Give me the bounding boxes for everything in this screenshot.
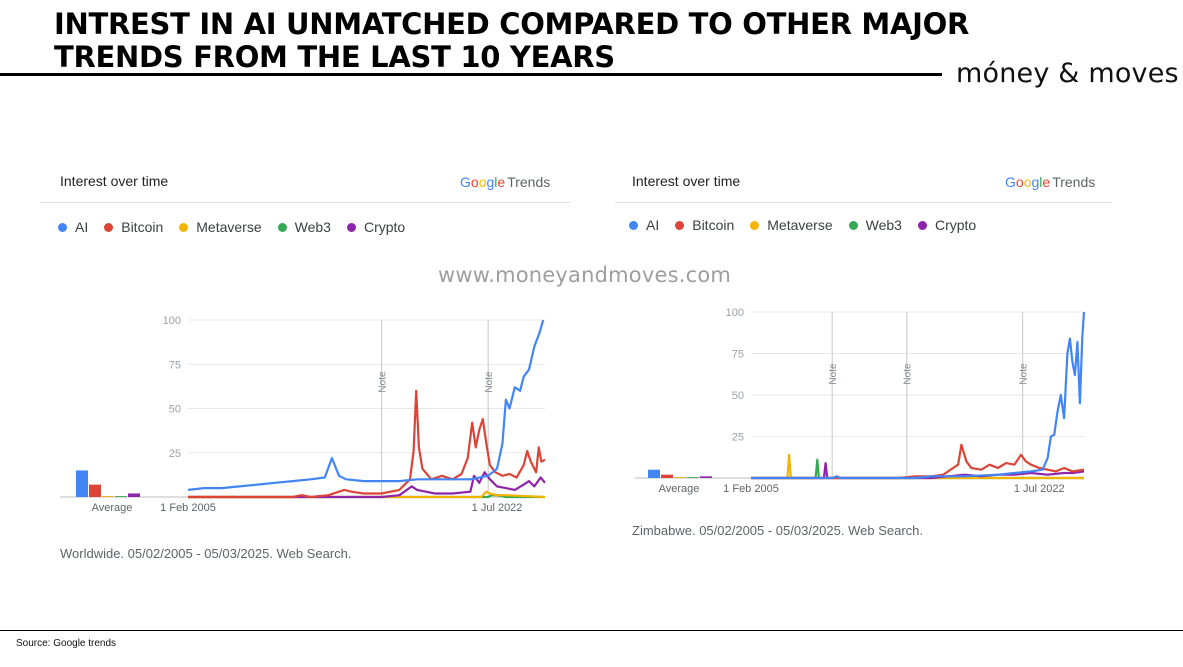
google-trends-logo: Google Trends [460, 174, 551, 190]
panel-title: Interest over time [632, 173, 741, 189]
note-label[interactable]: Note [828, 363, 839, 385]
region-caption: Zimbabwe. 05/02/2005 - 05/03/2025. Web S… [632, 523, 924, 538]
average-bar-crypto[interactable] [700, 476, 712, 478]
x-tick-label: 1 Jul 2022 [472, 502, 523, 514]
legend-item-metaverse[interactable]: Metaverse [179, 219, 262, 235]
average-bar-ai[interactable] [648, 469, 660, 478]
legend-label: Crypto [363, 219, 406, 235]
panel-header: Interest over time Google Trends [615, 158, 1112, 203]
series-line-ai[interactable] [751, 311, 1086, 480]
note-label[interactable]: Note [378, 371, 389, 393]
average-label: Average [659, 483, 700, 495]
legend-label: Web3 [294, 219, 331, 235]
legend-swatch [750, 220, 760, 230]
legend-label: Crypto [934, 217, 977, 233]
average-bar-web3[interactable] [687, 477, 699, 478]
legend-item-bitcoin[interactable]: Bitcoin [104, 219, 163, 235]
title-divider [0, 73, 942, 76]
legend-item-web3[interactable]: Web3 [848, 217, 902, 233]
note-label[interactable]: Note [484, 371, 495, 393]
average-bar-metaverse[interactable] [674, 477, 686, 478]
y-tick-label: 75 [732, 349, 744, 361]
note-label[interactable]: Note [903, 363, 914, 385]
average-bar-crypto[interactable] [128, 493, 140, 497]
legend-label: Metaverse [196, 219, 262, 235]
series-line-bitcoin[interactable] [751, 443, 1085, 480]
panel-header: Interest over time Google Trends [40, 158, 570, 203]
y-tick-label: 50 [169, 404, 181, 416]
y-tick-label: 25 [732, 432, 744, 444]
watermark: www.moneyandmoves.com [438, 263, 732, 287]
region-caption: Worldwide. 05/02/2005 - 05/03/2025. Web … [60, 546, 352, 561]
chart-worldwide: 25 50 75 100 Note Note 1 Feb 2005 1 Jul 2022 Ave… [60, 315, 546, 514]
average-label: Average [92, 502, 133, 514]
legend-swatch [277, 222, 287, 232]
legend-item-ai[interactable]: AI [629, 217, 659, 233]
legend-label: AI [75, 219, 89, 235]
x-tick-label: 1 Feb 2005 [723, 483, 779, 495]
source-note: Source: Google trends [16, 638, 117, 649]
legend-swatch [675, 220, 685, 230]
average-bar-bitcoin[interactable] [89, 484, 101, 497]
y-tick-label: 75 [169, 359, 181, 371]
panel-title: Interest over time [60, 173, 169, 189]
y-tick-label: 50 [732, 390, 744, 402]
legend-swatch [629, 220, 638, 230]
legend-label: Metaverse [767, 217, 833, 233]
average-bar-ai[interactable] [76, 470, 88, 497]
page-title: INTREST IN AI UNMATCHED COMPARED TO OTHE… [54, 7, 970, 74]
legend-item-ai[interactable]: AI [58, 219, 88, 235]
legend-item-crypto[interactable]: Crypto [346, 219, 406, 235]
y-tick-label: 25 [169, 448, 181, 460]
legend-swatch [917, 220, 927, 230]
series-line-bitcoin[interactable] [188, 389, 546, 499]
note-label[interactable]: Note [1019, 363, 1030, 385]
legend-item-crypto[interactable]: Crypto [917, 217, 977, 233]
chart-legend: AI Bitcoin Metaverse Web3 Crypto [58, 219, 405, 235]
chart-zimbabwe: 25 50 75 100 Note Note Note 1 Feb 2005 1 Jul 202… [635, 307, 1086, 495]
series-line-ai[interactable] [187, 319, 545, 491]
x-tick-label: 1 Jul 2022 [1014, 483, 1065, 495]
average-bar-web3[interactable] [115, 496, 127, 497]
legend-swatch [179, 222, 189, 232]
chart-legend: AI Bitcoin Metaverse Web3 Crypto [629, 217, 976, 233]
brand-logo: móney & moves [956, 58, 1179, 89]
legend-label: Bitcoin [692, 217, 735, 233]
trends-panel-zimbabwe: Interest over time Google Trends AI Bitcoi… [615, 158, 1112, 506]
google-trends-logo: Google Trends [1005, 174, 1096, 190]
legend-label: AI [646, 217, 660, 233]
y-tick-label: 100 [163, 315, 181, 327]
legend-item-web3[interactable]: Web3 [277, 219, 331, 235]
legend-label: Bitcoin [121, 219, 164, 235]
legend-swatch [346, 222, 356, 232]
legend-label: Web3 [865, 217, 902, 233]
legend-item-bitcoin[interactable]: Bitcoin [675, 217, 734, 233]
trends-panel-worldwide: Interest over time Google Trends AI Bitcoi… [40, 158, 570, 528]
y-tick-label: 100 [726, 307, 744, 319]
legend-item-metaverse[interactable]: Metaverse [750, 217, 833, 233]
series-line-crypto[interactable] [188, 471, 546, 499]
average-bar-metaverse[interactable] [102, 496, 114, 497]
legend-swatch [58, 222, 67, 232]
x-tick-label: 1 Feb 2005 [160, 502, 216, 514]
legend-swatch [104, 222, 114, 232]
average-bar-bitcoin[interactable] [661, 474, 673, 478]
footer-divider [0, 630, 1183, 631]
legend-swatch [848, 220, 858, 230]
series-line-metaverse[interactable] [188, 490, 546, 499]
